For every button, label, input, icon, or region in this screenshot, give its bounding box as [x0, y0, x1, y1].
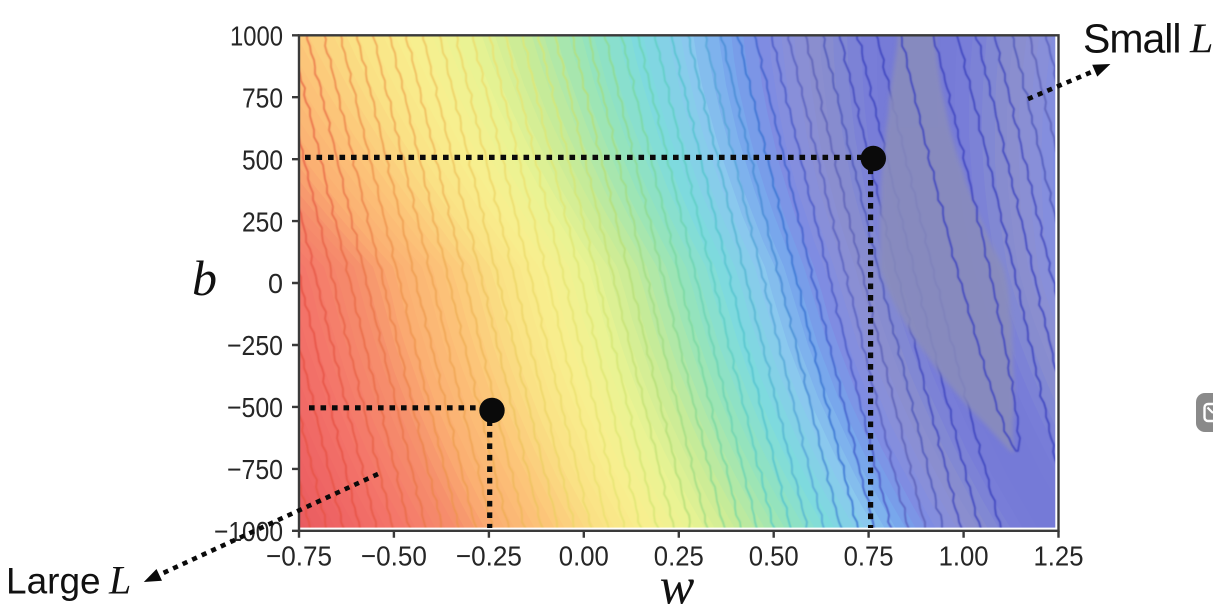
svg-text:0.75: 0.75: [844, 540, 894, 571]
svg-text:250: 250: [242, 206, 283, 237]
svg-text:0.50: 0.50: [749, 540, 799, 571]
svg-text:−250: −250: [227, 330, 283, 361]
svg-text:0: 0: [268, 268, 283, 299]
svg-text:b: b: [192, 250, 217, 306]
svg-text:500: 500: [242, 144, 283, 175]
svg-text:L: L: [1189, 17, 1213, 63]
svg-text:L: L: [108, 558, 131, 603]
svg-text:1.25: 1.25: [1034, 540, 1084, 571]
svg-text:−750: −750: [227, 454, 283, 485]
svg-text:1000: 1000: [230, 21, 283, 52]
svg-text:0.25: 0.25: [654, 540, 704, 571]
svg-text:1.00: 1.00: [939, 540, 989, 571]
svg-text:750: 750: [242, 82, 283, 113]
svg-text:−0.75: −0.75: [266, 540, 332, 571]
svg-text:Small: Small: [1083, 16, 1181, 62]
svg-text:w: w: [660, 559, 695, 611]
svg-text:−0.50: −0.50: [361, 540, 427, 571]
svg-text:−500: −500: [227, 392, 283, 423]
svg-text:0.00: 0.00: [559, 540, 609, 571]
svg-text:−0.25: −0.25: [456, 540, 522, 571]
svg-text:Large: Large: [6, 561, 101, 602]
